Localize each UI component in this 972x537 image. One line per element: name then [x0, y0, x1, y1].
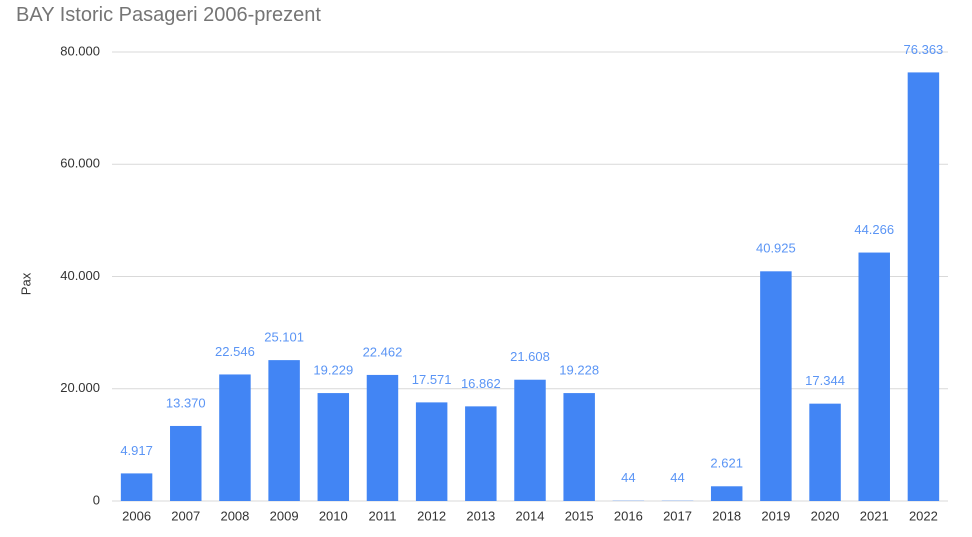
data-label: 22.546 — [215, 344, 255, 359]
x-tick-label: 2014 — [516, 508, 545, 523]
bar — [710, 486, 743, 501]
data-label: 40.925 — [756, 241, 796, 256]
data-label: 16.862 — [461, 376, 501, 391]
bar — [415, 402, 448, 501]
data-label: 13.370 — [166, 395, 206, 410]
y-tick-label: 60.000 — [60, 156, 100, 171]
y-tick-label: 20.000 — [60, 380, 100, 395]
bar — [268, 360, 300, 501]
data-label: 17.571 — [412, 372, 452, 387]
data-label: 19.228 — [559, 363, 599, 378]
y-tick-label: 40.000 — [60, 268, 100, 283]
x-tick-label: 2015 — [565, 508, 594, 523]
data-label: 76.363 — [904, 42, 944, 57]
chart-title: BAY Istoric Pasageri 2006-prezent — [16, 4, 321, 26]
x-tick-label: 2010 — [319, 508, 348, 523]
x-tick-label: 2020 — [811, 508, 840, 523]
bar — [563, 393, 595, 501]
data-label: 21.608 — [510, 349, 550, 364]
data-label: 4.917 — [120, 443, 153, 458]
bar — [170, 425, 202, 501]
x-tick-label: 2017 — [663, 508, 692, 523]
data-label: 25.101 — [264, 330, 304, 345]
y-tick-label: 80.000 — [60, 43, 100, 58]
bar — [760, 271, 792, 501]
bar — [219, 374, 251, 501]
data-label: 2.621 — [710, 456, 743, 471]
data-label: 22.462 — [363, 344, 403, 359]
bar — [514, 379, 546, 501]
data-label: 17.344 — [805, 373, 845, 388]
data-label: 19.229 — [313, 363, 353, 378]
bar — [317, 393, 350, 501]
data-label: 44.266 — [854, 222, 894, 237]
bar — [809, 403, 841, 501]
bar — [907, 72, 940, 501]
x-tick-label: 2016 — [614, 508, 643, 523]
x-tick-label: 2012 — [417, 508, 446, 523]
x-tick-label: 2013 — [466, 508, 495, 523]
data-label: 44 — [621, 470, 635, 485]
y-tick-label: 0 — [93, 492, 100, 507]
bar — [465, 406, 497, 501]
x-tick-label: 2011 — [368, 508, 396, 523]
x-tick-label: 2019 — [761, 508, 790, 523]
x-tick-label: 2007 — [171, 508, 200, 523]
x-tick-label: 2009 — [270, 508, 299, 523]
data-label: 44 — [670, 470, 684, 485]
y-axis-label: Pax — [18, 272, 33, 295]
x-tick-label: 2008 — [220, 508, 249, 523]
x-tick-label: 2022 — [909, 508, 938, 523]
bar — [120, 473, 153, 501]
bar — [858, 252, 890, 501]
x-tick-label: 2021 — [860, 508, 889, 523]
bar — [366, 374, 399, 501]
x-tick-label: 2006 — [122, 508, 151, 523]
x-tick-label: 2018 — [712, 508, 741, 523]
